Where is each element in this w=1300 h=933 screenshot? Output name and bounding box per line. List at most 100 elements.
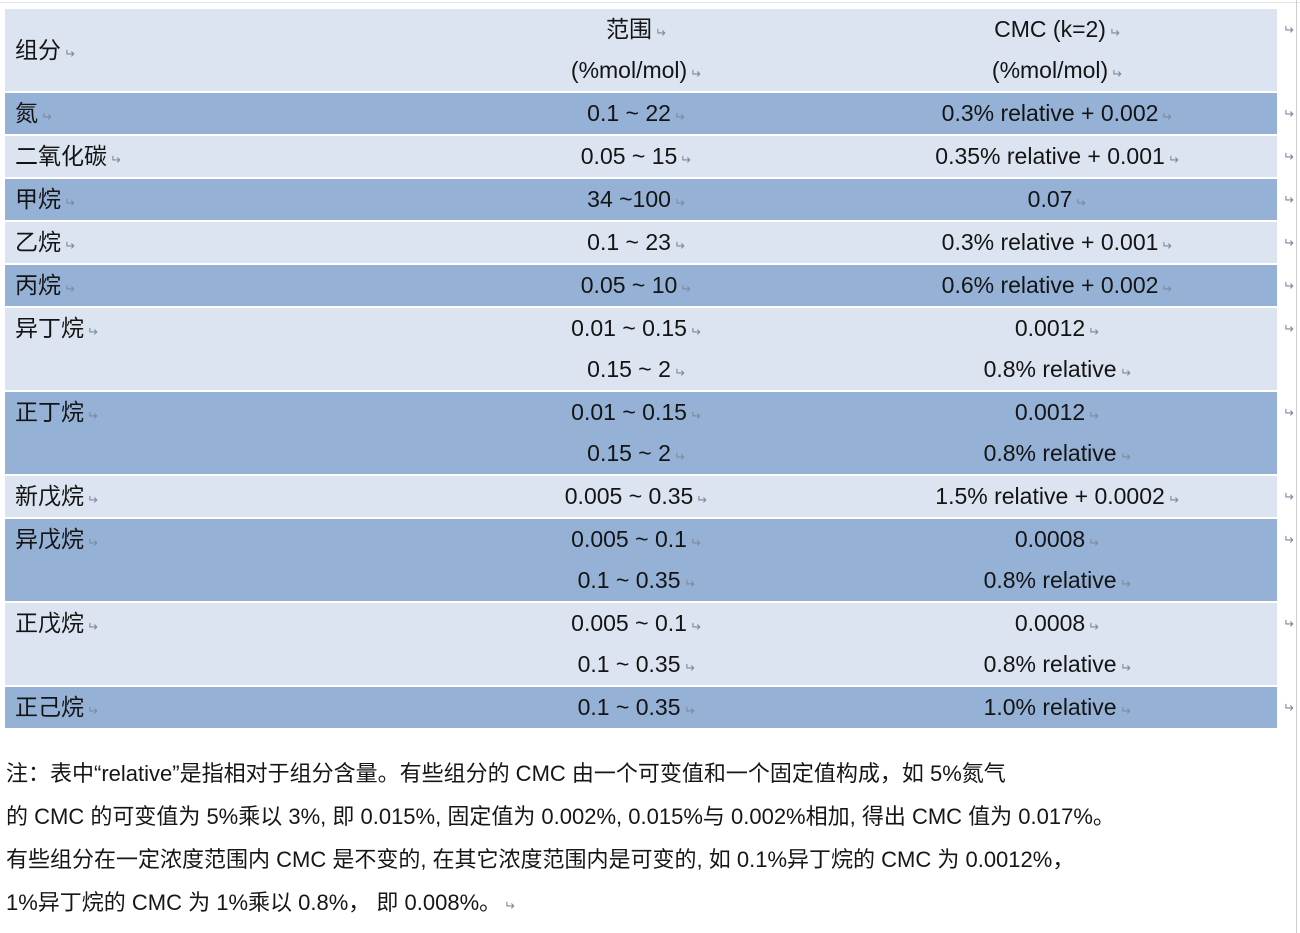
component-name: 正丁烷: [15, 399, 84, 425]
cell-component: 异戊烷 ↵: [5, 519, 435, 601]
paragraph-mark-icon: ↵: [673, 238, 685, 253]
range-value: 0.01 ~ 0.15: [571, 315, 687, 341]
paragraph-mark-icon: ↵: [1283, 532, 1294, 547]
paragraph-mark-icon: ↵: [673, 365, 685, 380]
cell-cmc: 0.35% relative + 0.001 ↵: [837, 136, 1277, 177]
cmc-value: 1.0% relative: [983, 694, 1117, 720]
cmc-value: 0.0008: [1014, 526, 1086, 552]
cell-range: 0.1 ~ 23 ↵: [435, 222, 837, 263]
paragraph-mark-icon: ↵: [1119, 365, 1131, 380]
cmc-value: 0.8% relative: [983, 440, 1117, 466]
footnote: 注：表中“relative”是指相对于组分含量。有些组分的 CMC 由一个可变值…: [6, 752, 1286, 924]
header-range-label: 范围: [606, 16, 653, 42]
table-row: 二氧化碳 ↵ 0.05 ~ 15 ↵ 0.35% relative + 0.001 ↵ ↵: [5, 136, 1294, 177]
cell-component: 乙烷 ↵: [5, 222, 435, 263]
cell-component: 氮 ↵: [5, 93, 435, 134]
paragraph-mark-icon: ↵: [1108, 25, 1120, 40]
cell-cmc: 0.0012 ↵ 0.8% relative ↵: [837, 308, 1277, 390]
range-value: 0.01 ~ 0.15: [571, 399, 687, 425]
cell-cmc: 0.0012 ↵ 0.8% relative ↵: [837, 392, 1277, 474]
header-cell-component: 组分 ↵: [5, 9, 435, 91]
cmc-value: 0.35% relative + 0.001: [935, 143, 1165, 169]
component-name: 新戊烷: [15, 483, 84, 509]
paragraph-mark-icon: ↵: [41, 109, 52, 124]
paragraph-mark-icon: ↵: [1167, 152, 1179, 167]
cmc-value: 0.0012: [1014, 399, 1086, 425]
component-name: 异戊烷: [15, 526, 84, 552]
range-value: 0.1 ~ 22: [587, 100, 671, 126]
note-line: 有些组分在一定浓度范围内 CMC 是不变的, 在其它浓度范围内是可变的, 如 0…: [6, 847, 1075, 872]
paragraph-mark-icon: ↵: [689, 408, 701, 423]
paragraph-mark-icon: ↵: [87, 492, 98, 507]
paragraph-mark-icon: ↵: [683, 576, 695, 591]
cell-range: 0.05 ~ 10 ↵: [435, 265, 837, 306]
cell-cmc: 1.5% relative + 0.0002 ↵: [837, 476, 1277, 517]
paragraph-mark-icon: ↵: [1283, 192, 1294, 207]
paragraph-mark-icon: ↵: [1075, 195, 1087, 210]
range-value: 34 ~100: [587, 186, 671, 212]
paragraph-mark-icon: ↵: [110, 152, 121, 167]
cmc-table: 组分 ↵ 范围 ↵ (%mol/mol) ↵ CMC (k=2) ↵ (%mol/mol…: [5, 9, 1294, 730]
cell-cmc: 0.07 ↵: [837, 179, 1277, 220]
range-value: 0.005 ~ 0.1: [571, 610, 687, 636]
cmc-value: 1.5% relative + 0.0002: [935, 483, 1165, 509]
paragraph-mark-icon: ↵: [683, 660, 695, 675]
paragraph-mark-icon: ↵: [689, 535, 701, 550]
table-row: 氮 ↵ 0.1 ~ 22 ↵ 0.3% relative + 0.002 ↵ ↵: [5, 93, 1294, 134]
paragraph-mark-icon: ↵: [1283, 235, 1294, 250]
table-row: 异戊烷 ↵ 0.005 ~ 0.1 ↵ 0.1 ~ 0.35 ↵ 0.0008 ↵ 0.8% r…: [5, 519, 1294, 601]
paragraph-mark-icon: ↵: [1161, 109, 1173, 124]
paragraph-mark-icon: ↵: [1161, 238, 1173, 253]
paragraph-mark-icon: ↵: [1111, 66, 1123, 81]
cell-component: 正戊烷 ↵: [5, 603, 435, 685]
cell-component: 丙烷 ↵: [5, 265, 435, 306]
component-name: 氮: [15, 100, 38, 126]
paragraph-mark-icon: ↵: [1283, 489, 1294, 504]
cell-cmc: 0.0008 ↵ 0.8% relative ↵: [837, 603, 1277, 685]
paragraph-mark-icon: ↵: [689, 619, 701, 634]
range-value: 0.1 ~ 0.35: [577, 567, 681, 593]
range-value: 0.05 ~ 10: [580, 272, 678, 298]
paragraph-mark-icon: ↵: [64, 238, 75, 253]
paragraph-mark-icon: ↵: [1283, 149, 1294, 164]
header-component-label: 组分: [15, 37, 61, 63]
cell-range: 0.01 ~ 0.15 ↵ 0.15 ~ 2 ↵: [435, 308, 837, 390]
table-row: 正戊烷 ↵ 0.005 ~ 0.1 ↵ 0.1 ~ 0.35 ↵ 0.0008 ↵ 0.8% r…: [5, 603, 1294, 685]
paragraph-mark-icon: ↵: [673, 109, 685, 124]
paragraph-mark-icon: ↵: [689, 324, 701, 339]
paragraph-mark-icon: ↵: [1161, 281, 1173, 296]
cell-component: 正己烷 ↵: [5, 687, 435, 728]
range-value: 0.15 ~ 2: [587, 440, 671, 466]
table-row: 丙烷 ↵ 0.05 ~ 10 ↵ 0.6% relative + 0.002 ↵ ↵: [5, 265, 1294, 306]
table-header-row: 组分 ↵ 范围 ↵ (%mol/mol) ↵ CMC (k=2) ↵ (%mol/mol…: [5, 9, 1294, 91]
page-top-rule: [0, 2, 1300, 3]
table-row: 新戊烷 ↵ 0.005 ~ 0.35 ↵ 1.5% relative + 0.0002 ↵…: [5, 476, 1294, 517]
cmc-value: 0.0008: [1014, 610, 1086, 636]
row-end-mark-icon: ↵: [1283, 687, 1294, 728]
paragraph-mark-icon: ↵: [504, 898, 516, 913]
row-end-mark-icon: ↵: [1283, 603, 1294, 644]
cmc-value: 0.3% relative + 0.001: [941, 229, 1159, 255]
component-name: 正戊烷: [15, 610, 84, 636]
paragraph-mark-icon: ↵: [1283, 616, 1294, 631]
paragraph-mark-icon: ↵: [680, 281, 692, 296]
paragraph-mark-icon: ↵: [1283, 700, 1294, 715]
row-end-mark-icon: ↵: [1283, 392, 1294, 433]
paragraph-mark-icon: ↵: [1283, 405, 1294, 420]
cell-component: 新戊烷 ↵: [5, 476, 435, 517]
paragraph-mark-icon: ↵: [673, 195, 685, 210]
cell-range: 0.05 ~ 15 ↵: [435, 136, 837, 177]
cell-range: 0.005 ~ 0.1 ↵ 0.1 ~ 0.35 ↵: [435, 603, 837, 685]
component-name: 异丁烷: [15, 315, 84, 341]
paragraph-mark-icon: ↵: [1088, 619, 1100, 634]
cmc-value: 0.6% relative + 0.002: [941, 272, 1159, 298]
table-row: 异丁烷 ↵ 0.01 ~ 0.15 ↵ 0.15 ~ 2 ↵ 0.0012 ↵ 0.8% rel…: [5, 308, 1294, 390]
note-line: 注：表中“relative”是指相对于组分含量。有些组分的 CMC 由一个可变值…: [6, 761, 1006, 786]
table-row: 正己烷 ↵ 0.1 ~ 0.35 ↵ 1.0% relative ↵ ↵: [5, 687, 1294, 728]
paragraph-mark-icon: ↵: [690, 66, 702, 81]
component-name: 丙烷: [15, 272, 61, 298]
cell-component: 甲烷 ↵: [5, 179, 435, 220]
cell-range: 34 ~100 ↵: [435, 179, 837, 220]
row-end-mark-icon: ↵: [1283, 179, 1294, 220]
cell-range: 0.1 ~ 0.35 ↵: [435, 687, 837, 728]
